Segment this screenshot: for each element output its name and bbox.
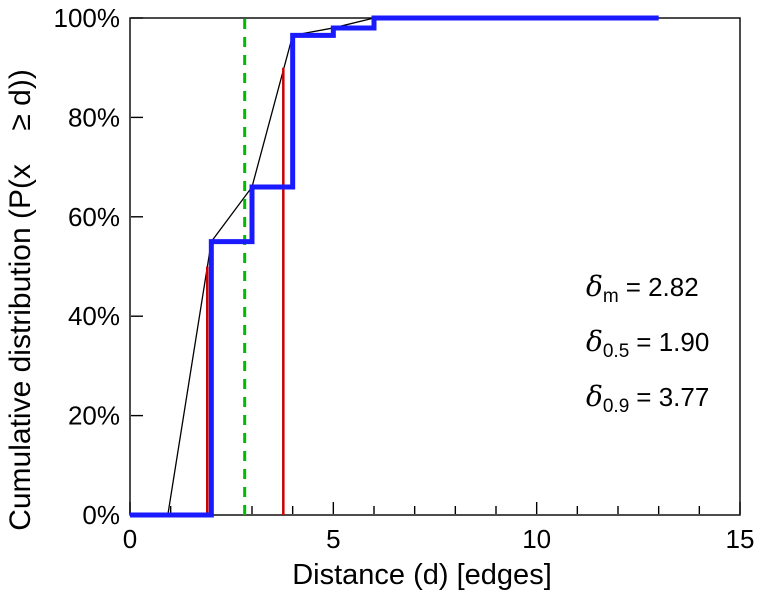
y-tick-label: 20% bbox=[68, 401, 120, 431]
x-tick-label: 10 bbox=[522, 524, 551, 554]
y-tick-label: 80% bbox=[68, 102, 120, 132]
cdf-step-line bbox=[130, 15, 659, 518]
delta-value: = 1.90 bbox=[636, 327, 710, 357]
y-axis-label: Cumulative distribution (P(x ≥ d)) bbox=[4, 69, 37, 531]
annotation-delta-p50: δ0.5 = 1.90 bbox=[586, 325, 709, 365]
y-tick-label: 60% bbox=[68, 202, 120, 232]
plot-border bbox=[129, 17, 741, 516]
delta-subscript: 0.9 bbox=[602, 396, 630, 418]
delta-symbol: δ bbox=[586, 325, 603, 358]
delta-value: = 2.82 bbox=[625, 272, 699, 302]
linear-interpolation-line bbox=[167, 17, 659, 516]
annotation-delta-p90: δ0.9 = 3.77 bbox=[586, 380, 709, 420]
delta-subscript: 0.5 bbox=[602, 341, 630, 363]
stats-annotations: δm = 2.82 δ0.5 = 1.90 δ0.9 = 3.77 bbox=[586, 270, 709, 435]
x-tick-label: 5 bbox=[326, 524, 340, 554]
delta-symbol: δ bbox=[586, 270, 603, 303]
delta-value: = 3.77 bbox=[636, 382, 710, 412]
y-tick-label: 100% bbox=[54, 3, 121, 33]
delta-symbol: δ bbox=[586, 380, 603, 413]
annotation-delta-mean: δm = 2.82 bbox=[586, 270, 709, 310]
x-axis-label: Distance (d) [edges] bbox=[292, 559, 552, 591]
x-tick-label: 15 bbox=[726, 524, 755, 554]
y-tick-label: 40% bbox=[68, 301, 120, 331]
delta-subscript: m bbox=[602, 286, 619, 308]
y-tick-label: 0% bbox=[82, 500, 120, 530]
x-tick-label: 0 bbox=[123, 524, 137, 554]
